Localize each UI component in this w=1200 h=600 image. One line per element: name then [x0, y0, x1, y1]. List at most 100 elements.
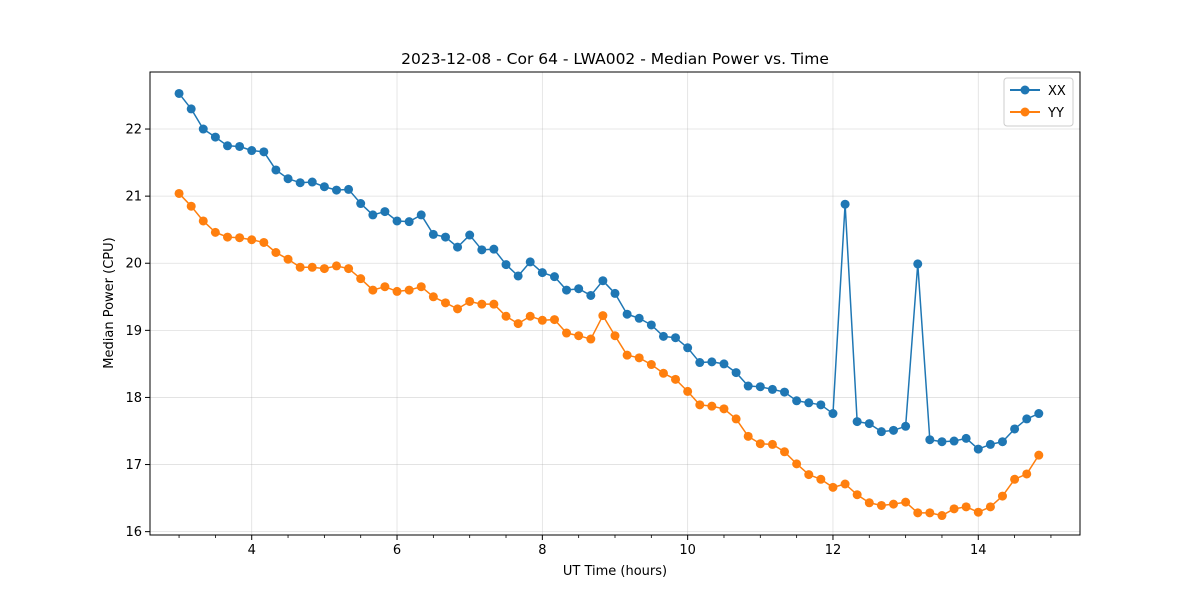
data-point-yy: [876, 500, 886, 510]
data-point-yy: [210, 227, 220, 237]
data-point-xx: [816, 400, 826, 410]
data-point-xx: [537, 268, 547, 278]
data-point-xx: [416, 210, 426, 220]
data-point-yy: [755, 439, 765, 449]
data-point-yy: [792, 459, 802, 469]
data-point-xx: [695, 358, 705, 368]
data-point-yy: [634, 353, 644, 363]
data-point-xx: [646, 320, 656, 330]
y-tick-label: 20: [125, 257, 142, 272]
x-tick-label: 4: [248, 543, 256, 558]
data-point-xx: [973, 444, 983, 454]
y-tick-label: 21: [125, 190, 142, 205]
data-point-xx: [985, 439, 995, 449]
data-point-yy: [574, 331, 584, 341]
data-point-yy: [719, 404, 729, 414]
data-point-yy: [913, 508, 923, 518]
data-point-xx: [525, 257, 535, 267]
data-point-yy: [767, 439, 777, 449]
data-point-yy: [235, 233, 245, 243]
data-point-yy: [489, 299, 499, 309]
data-point-yy: [622, 350, 632, 360]
data-point-yy: [598, 311, 608, 321]
data-point-xx: [271, 165, 281, 175]
data-point-yy: [743, 431, 753, 441]
data-point-xx: [307, 177, 317, 187]
data-point-xx: [186, 104, 196, 114]
y-tick-label: 19: [125, 324, 142, 339]
data-point-yy: [1034, 450, 1044, 460]
data-point-xx: [477, 245, 487, 255]
y-tick-label: 22: [125, 123, 142, 138]
chart-title: 2023-12-08 - Cor 64 - LWA002 - Median Po…: [401, 50, 829, 68]
data-point-yy: [416, 282, 426, 292]
y-tick-label: 16: [125, 525, 142, 540]
data-point-yy: [537, 315, 547, 325]
data-point-xx: [876, 427, 886, 437]
data-point-yy: [319, 264, 329, 274]
data-point-yy: [610, 331, 620, 341]
data-point-xx: [586, 290, 596, 300]
data-point-yy: [453, 304, 463, 314]
data-point-yy: [368, 285, 378, 295]
data-point-yy: [332, 261, 342, 271]
data-point-yy: [380, 282, 390, 292]
data-point-xx: [622, 309, 632, 319]
data-point-yy: [501, 311, 511, 321]
data-point-xx: [1034, 409, 1044, 419]
data-point-yy: [465, 296, 475, 306]
data-point-yy: [586, 334, 596, 344]
data-point-xx: [368, 210, 378, 220]
series-xx: [174, 88, 1044, 454]
x-tick-label: 12: [825, 543, 842, 558]
data-point-yy: [404, 285, 414, 295]
data-point-yy: [683, 386, 693, 396]
data-point-yy: [223, 232, 233, 242]
data-point-xx: [840, 199, 850, 209]
data-point-yy: [477, 299, 487, 309]
data-point-yy: [864, 498, 874, 508]
data-point-xx: [562, 285, 572, 295]
data-point-xx: [501, 260, 511, 270]
data-point-yy: [925, 508, 935, 518]
data-point-yy: [949, 504, 959, 514]
data-point-xx: [465, 230, 475, 240]
x-tick-label: 10: [679, 543, 696, 558]
data-point-yy: [549, 315, 559, 325]
data-point-xx: [1010, 424, 1020, 434]
series-group: [174, 88, 1044, 521]
data-point-yy: [901, 497, 911, 507]
data-point-xx: [332, 185, 342, 195]
data-point-yy: [198, 216, 208, 226]
data-point-xx: [428, 229, 438, 239]
x-tick-label: 8: [538, 543, 546, 558]
data-point-xx: [283, 174, 293, 184]
data-point-xx: [804, 398, 814, 408]
data-point-yy: [828, 482, 838, 492]
data-point-yy: [428, 292, 438, 302]
data-point-yy: [840, 479, 850, 489]
data-point-yy: [186, 201, 196, 211]
data-point-xx: [223, 141, 233, 151]
data-point-xx: [852, 417, 862, 427]
data-point-xx: [344, 184, 354, 194]
data-point-yy: [283, 254, 293, 264]
data-point-yy: [1010, 474, 1020, 484]
x-axis-label: UT Time (hours): [563, 564, 667, 579]
data-point-yy: [985, 502, 995, 512]
data-point-xx: [767, 384, 777, 394]
y-tick-label: 17: [125, 458, 142, 473]
data-point-xx: [319, 182, 329, 192]
ticks: 4 6 8 10 12 14 16 17 18 19 20 21 22: [125, 123, 1052, 558]
data-point-yy: [937, 511, 947, 521]
data-point-yy: [695, 400, 705, 410]
legend-marker-xx: [1020, 85, 1030, 95]
data-point-xx: [259, 147, 269, 157]
data-point-xx: [707, 357, 717, 367]
x-tick-label: 6: [393, 543, 401, 558]
data-point-yy: [392, 286, 402, 296]
data-point-xx: [743, 381, 753, 391]
data-point-yy: [816, 474, 826, 484]
legend: XX YY: [1003, 77, 1074, 127]
data-point-xx: [997, 437, 1007, 447]
